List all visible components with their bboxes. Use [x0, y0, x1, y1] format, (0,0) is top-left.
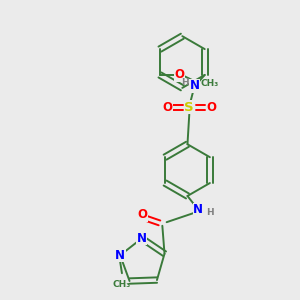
Text: N: N [137, 232, 147, 245]
Text: H: H [206, 208, 214, 217]
Text: S: S [184, 101, 194, 114]
Text: CH₃: CH₃ [113, 280, 131, 289]
Text: N: N [193, 203, 203, 216]
Text: H: H [181, 78, 188, 87]
Text: O: O [162, 101, 172, 114]
Text: O: O [138, 208, 148, 221]
Text: O: O [175, 68, 185, 82]
Text: N: N [115, 249, 125, 262]
Text: N: N [190, 79, 200, 92]
Text: O: O [206, 101, 217, 114]
Text: CH₃: CH₃ [200, 80, 218, 88]
